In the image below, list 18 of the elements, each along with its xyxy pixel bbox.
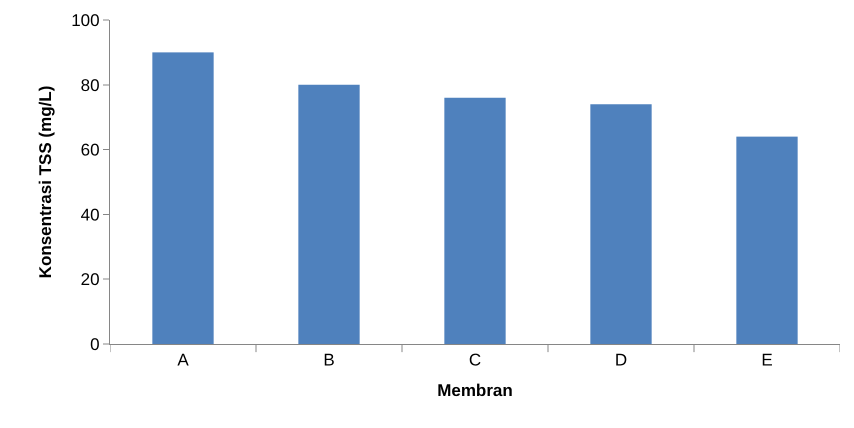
y-tick-label: 100 [71,10,100,30]
x-tick-label: B [323,350,335,370]
y-tick-label: 20 [80,270,100,290]
x-tick-label: A [177,350,190,370]
bar [298,84,360,344]
bar [152,52,214,344]
x-axis-title: Membran [437,380,513,400]
y-tick-label: 0 [90,334,100,354]
x-tick-label: C [468,350,482,370]
x-tick-label: D [614,350,628,370]
y-tick-label: 80 [80,76,100,95]
y-axis-title: Konsentrasi TSS (mg/L) [36,86,55,278]
bar [444,98,506,344]
y-tick-label: 60 [80,140,100,160]
x-tick-label: E [761,350,773,370]
y-tick-label: 40 [80,205,100,224]
bar [590,104,652,344]
bar [736,136,798,344]
